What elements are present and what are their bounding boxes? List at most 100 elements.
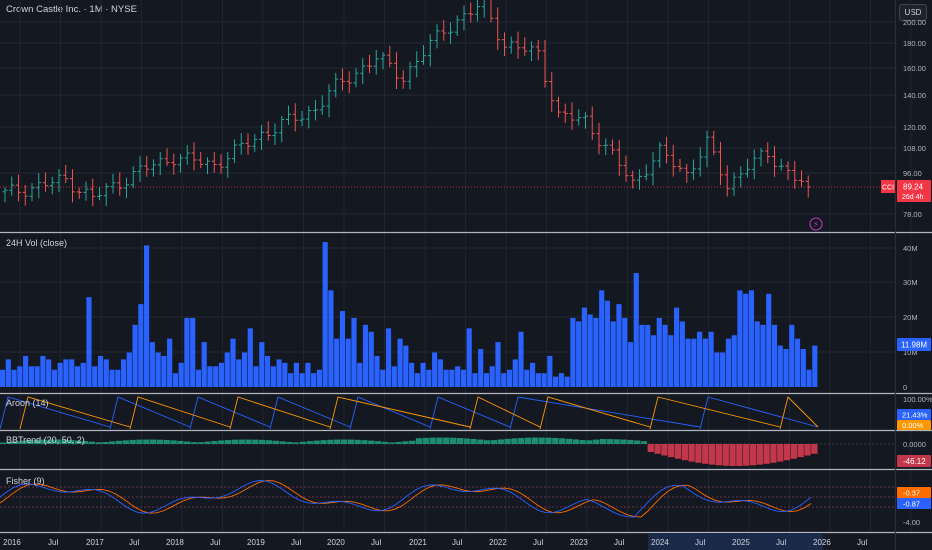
bbtrend-bar (197, 442, 204, 444)
bbtrend-bar (654, 444, 661, 454)
price-bar (178, 154, 183, 173)
bbtrend-bar (531, 437, 539, 444)
volume-bar (426, 369, 432, 387)
volume-title[interactable]: 24H Vol (close) (6, 238, 67, 248)
currency-button[interactable]: USD (899, 4, 927, 21)
bbtrend-bar (579, 440, 586, 444)
price-bar (704, 130, 710, 168)
bbtrend-bar (279, 441, 286, 444)
volume-bar (616, 304, 622, 387)
aroon-axis-label: 100.00% (903, 395, 932, 404)
volume-bar (92, 366, 98, 387)
volume-bar (449, 369, 455, 387)
price-bar (279, 115, 285, 143)
price-axis-label: 200.00 (903, 18, 926, 27)
volume-bar (86, 297, 92, 387)
time-label: Jul (129, 538, 139, 547)
volume-bar (403, 345, 409, 387)
volume-bar (748, 290, 755, 387)
bbtrend-bar (736, 444, 743, 466)
volume-bar (51, 369, 58, 387)
price-bar (603, 138, 609, 156)
aroon-up-text: 21.43% (902, 411, 928, 420)
volume-bar (512, 359, 518, 387)
fisher-value-text: -0.37 (903, 489, 920, 498)
fisher-trigger-text: -0.87 (903, 500, 920, 509)
volume-bar (328, 290, 334, 387)
volume-bar (144, 245, 150, 387)
price-bar (313, 99, 318, 121)
time-axis[interactable]: 2016 Jul 2017 Jul 2018 Jul 2019 Jul 2020… (3, 538, 867, 547)
volume-bar (276, 359, 282, 387)
bbtrend-bar (552, 437, 559, 444)
bbtrend-bar (811, 444, 818, 454)
bbtrend-bar (497, 439, 504, 444)
volume-bar (622, 317, 628, 387)
bbtrend-bar (252, 439, 259, 444)
price-bar (286, 105, 291, 126)
bbtrend-bar (163, 439, 170, 444)
volume-bar (374, 355, 380, 387)
volume-axis[interactable]: 40M 30M 20M 10M 0 (903, 244, 918, 392)
bbtrend-bar (456, 438, 464, 444)
volume-bar (270, 366, 276, 387)
bbtrend-bar (511, 438, 518, 444)
price-bar (630, 170, 636, 189)
price-bar (758, 147, 764, 167)
volume-bar (74, 366, 81, 387)
volume-bar (161, 355, 167, 387)
volume-bar (103, 359, 109, 387)
bbtrend-bar (681, 444, 688, 461)
bbtrend-axis-label: 0.0000 (903, 440, 926, 449)
price-bar (198, 151, 204, 169)
bbtrend-bar (518, 437, 525, 444)
price-bar (360, 58, 366, 85)
price-bar (49, 176, 55, 195)
volume-bar (720, 352, 726, 387)
bbtrend-bar (68, 440, 75, 444)
volume-bar (564, 376, 570, 387)
bbtrend-bar (668, 444, 675, 458)
symbol-badge (881, 180, 895, 193)
volume-bar (46, 359, 52, 387)
price-bar (346, 71, 352, 94)
earnings-marker[interactable]: ⚡ (809, 217, 823, 231)
volume-bar (656, 317, 662, 387)
bbtrend-bar (593, 439, 600, 444)
time-label: Jul (210, 538, 220, 547)
bbtrend-bar (599, 439, 607, 444)
volume-bar (339, 311, 346, 387)
volume-bar (28, 366, 34, 387)
price-bar (490, 0, 494, 23)
time-label: 2026 (813, 538, 831, 547)
price-bar (610, 139, 615, 155)
time-label: Jul (776, 538, 786, 547)
volume-bar (409, 362, 415, 387)
volume-bar (633, 273, 639, 387)
price-bar (70, 169, 75, 203)
bbtrend-title[interactable]: BBTrend (20, 50, 2) (6, 435, 85, 445)
price-bar (637, 169, 642, 190)
bbtrend-bar (211, 440, 218, 444)
price-axis-label: 160.00 (903, 64, 926, 73)
aroon-title[interactable]: Aroon (14) (6, 398, 49, 408)
symbol-title[interactable]: Crown Castle Inc. · 1M · NYSE (6, 4, 137, 15)
price-axis[interactable]: 200.00 180.00 160.00 140.00 120.00 108.0… (903, 18, 926, 219)
bbtrend-bar (790, 444, 798, 459)
time-label: 2025 (732, 538, 750, 547)
price-bar (792, 160, 798, 189)
bbtrend-bar (190, 442, 198, 444)
price-bar (664, 136, 669, 164)
price-bar (616, 139, 622, 176)
price-axis-label: 96.00 (903, 169, 922, 178)
countdown-text: 26d 4h (902, 194, 924, 201)
price-bar (340, 68, 345, 91)
price-bar (238, 132, 244, 155)
price-bar (218, 154, 224, 174)
volume-bar (570, 317, 576, 387)
fisher-title[interactable]: Fisher (9) (6, 476, 45, 486)
volume-bar (443, 369, 449, 387)
volume-axis-label: 20M (903, 313, 918, 322)
bbtrend-bar (688, 444, 695, 462)
